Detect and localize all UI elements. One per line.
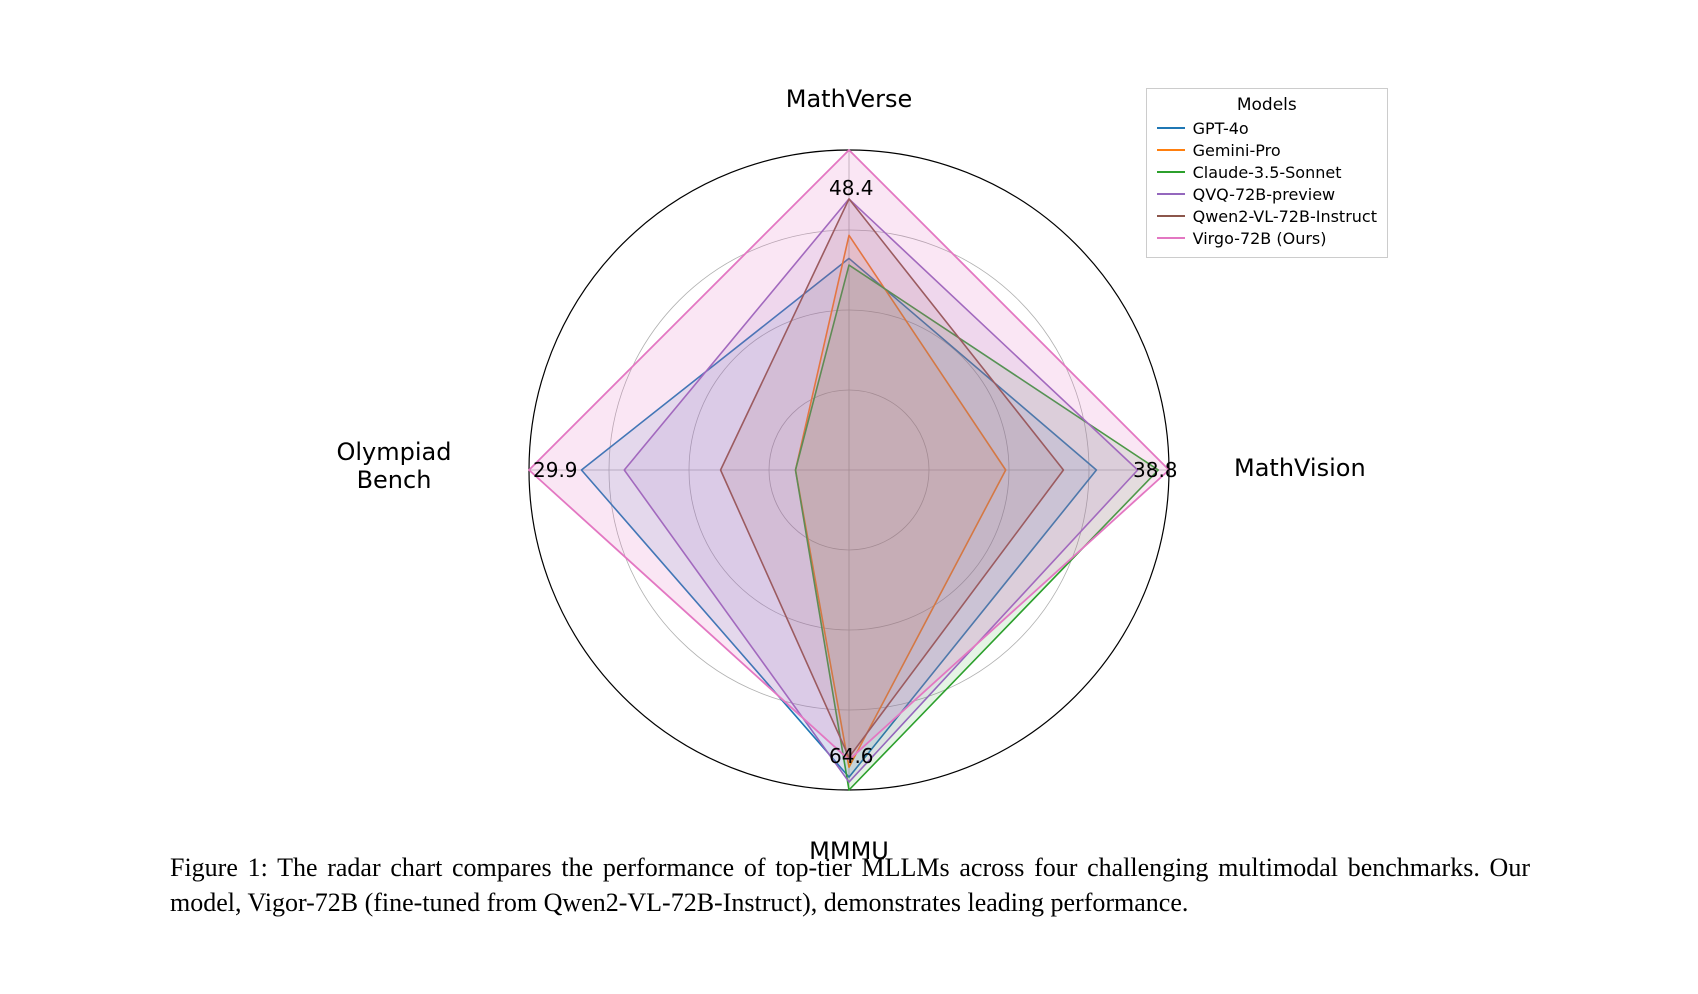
axis-label: Olympiad Bench [314, 438, 474, 494]
radar-chart-container: Models GPT-4o Gemini-Pro Claude-3.5-Sonnet… [0, 40, 1698, 820]
legend-item: Qwen2-VL-72B-Instruct [1157, 205, 1377, 227]
legend-label: Qwen2-VL-72B-Instruct [1193, 207, 1377, 226]
figure-caption: Figure 1: The radar chart compares the p… [170, 850, 1530, 920]
legend-item: GPT-4o [1157, 117, 1377, 139]
legend: Models GPT-4o Gemini-Pro Claude-3.5-Sonnet… [1146, 88, 1388, 258]
legend-title: Models [1157, 95, 1377, 115]
legend-item: Virgo-72B (Ours) [1157, 227, 1377, 249]
legend-item: Gemini-Pro [1157, 139, 1377, 161]
legend-swatch [1157, 193, 1185, 195]
axis-label: MathVerse [769, 85, 929, 113]
legend-item: Claude-3.5-Sonnet [1157, 161, 1377, 183]
tick-label: 29.9 [533, 458, 578, 482]
tick-label: 48.4 [829, 176, 874, 200]
legend-item: QVQ-72B-preview [1157, 183, 1377, 205]
legend-swatch [1157, 215, 1185, 217]
legend-label: QVQ-72B-preview [1193, 185, 1336, 204]
tick-label: 38.8 [1133, 458, 1178, 482]
legend-label: Virgo-72B (Ours) [1193, 229, 1327, 248]
tick-label: 64.6 [829, 744, 874, 768]
radar-chart-svg [0, 40, 1698, 820]
legend-label: Claude-3.5-Sonnet [1193, 163, 1342, 182]
legend-swatch [1157, 237, 1185, 239]
caption-text: The radar chart compares the performance… [170, 853, 1530, 917]
legend-swatch [1157, 171, 1185, 173]
legend-label: GPT-4o [1193, 119, 1249, 138]
legend-swatch [1157, 149, 1185, 151]
legend-label: Gemini-Pro [1193, 141, 1281, 160]
legend-swatch [1157, 127, 1185, 129]
axis-label: MathVision [1234, 454, 1394, 482]
legend-items: GPT-4o Gemini-Pro Claude-3.5-Sonnet QVQ-72B… [1157, 117, 1377, 249]
caption-prefix: Figure 1: [170, 853, 277, 882]
